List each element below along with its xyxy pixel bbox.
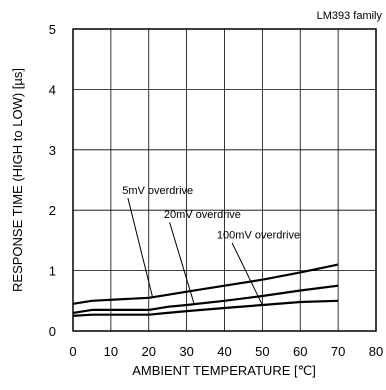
x-tick-label-0: 0 [69,344,76,359]
y-tick-label-3: 3 [49,143,56,158]
y-tick-labels: 0 1 2 3 4 5 [49,22,56,339]
y-axis-label: RESPONSE TIME (HIGH to LOW) [µs] [10,68,25,292]
x-tick-labels: 0 10 20 30 40 50 60 70 80 [69,344,383,359]
annotation-label-2: 100mV overdrive [217,230,300,242]
x-tick-label-8: 80 [369,344,383,359]
x-tick-label-7: 70 [331,344,345,359]
x-tick-label-2: 20 [142,344,156,359]
y-tick-label-2: 2 [49,203,56,218]
x-tick-label-3: 30 [179,344,193,359]
annotation-label-0: 5mV overdrive [122,185,193,197]
annotation-leader-2 [232,243,262,305]
y-tick-label-5: 5 [49,22,56,37]
series-lines [73,265,338,316]
x-tick-label-5: 50 [255,344,269,359]
x-axis-label: AMBIENT TEMPERATURE [℃] [132,363,316,378]
y-tick-label-4: 4 [49,82,56,97]
annotation-label-1: 20mV overdrive [164,209,241,221]
x-tick-label-4: 40 [217,344,231,359]
y-tick-label-0: 0 [49,324,56,339]
x-tick-label-6: 60 [293,344,307,359]
x-tick-label-1: 10 [104,344,118,359]
chart-title: LM393 family [317,10,383,22]
y-tick-label-1: 1 [49,264,56,279]
